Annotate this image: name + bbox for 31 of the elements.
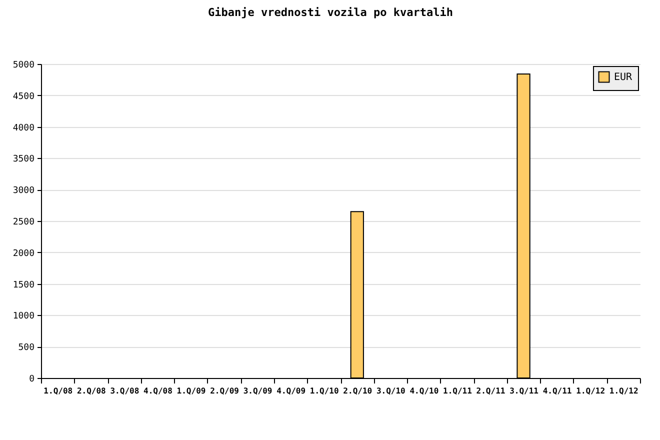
- x-tick-label: 1.Q/11: [443, 386, 472, 396]
- y-tick-label: 3000: [12, 186, 34, 196]
- x-tick-label: 1.Q/12: [576, 386, 606, 396]
- y-tick-label: 4000: [12, 123, 34, 134]
- y-tick-label: 1000: [12, 312, 34, 322]
- x-tick-label: 4.Q/09: [276, 386, 306, 396]
- x-tick-label: 1.Q/08: [44, 386, 73, 396]
- y-tick-label: 3500: [12, 154, 34, 165]
- y-tick-label: 5000: [12, 60, 34, 70]
- x-tick-label: 1.Q/10: [310, 386, 339, 396]
- x-tick-label: 2.Q/08: [76, 386, 106, 396]
- x-tick-label: 4.Q/10: [410, 386, 439, 396]
- x-tick-label: 3.Q/11: [510, 386, 539, 396]
- legend-label: EUR: [614, 72, 634, 83]
- x-tick-label: 3.Q/09: [243, 386, 272, 396]
- y-tick-label: 4500: [12, 92, 34, 102]
- y-tick-label: 2000: [12, 248, 34, 259]
- y-tick-label: 0: [29, 374, 34, 384]
- x-tick-label: 2.Q/11: [476, 386, 506, 396]
- x-tick-label: 2.Q/10: [343, 386, 372, 396]
- chart-title: Gibanje vrednosti vozila po kvartalih: [208, 6, 454, 19]
- y-tick-label: 500: [18, 343, 34, 354]
- y-tick-label: 2500: [12, 218, 34, 228]
- x-tick-label: 2.Q/09: [210, 386, 240, 396]
- y-tick-label: 1500: [12, 280, 34, 290]
- x-tick-label: 4.Q/11: [542, 386, 572, 396]
- x-tick-label: 3.Q/08: [110, 386, 140, 396]
- x-tick-label: 3.Q/10: [376, 386, 406, 396]
- x-tick-label: 4.Q/08: [144, 386, 173, 396]
- x-tick-label: 1.Q/09: [176, 386, 206, 396]
- x-tick-label: 1.Q/12: [609, 386, 638, 396]
